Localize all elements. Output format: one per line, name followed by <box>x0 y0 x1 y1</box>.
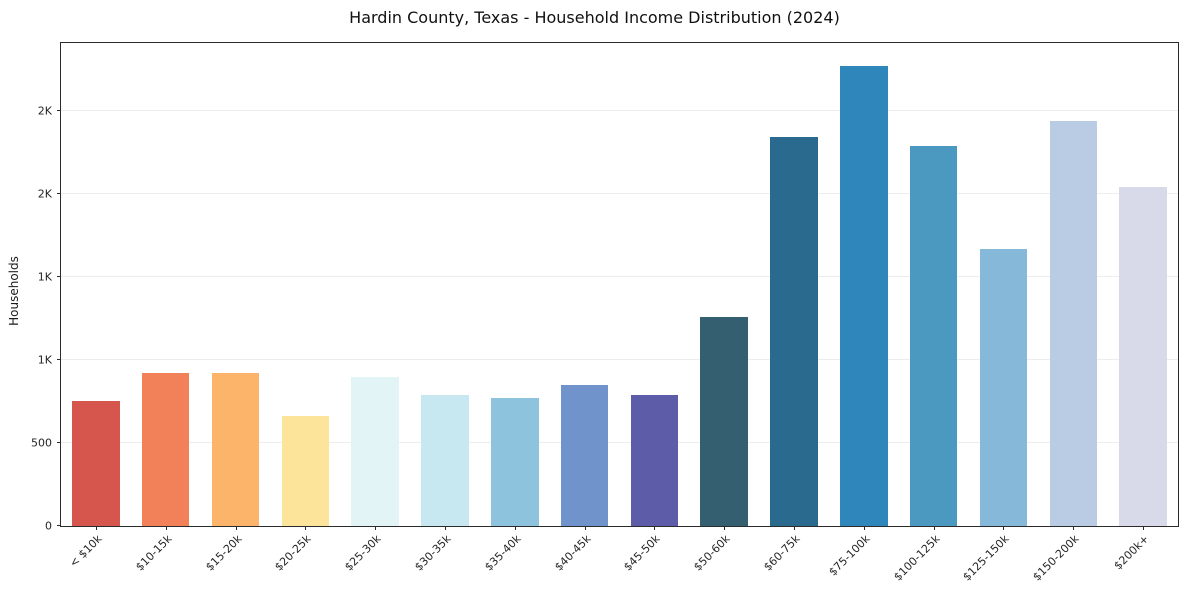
x-tick-label: $125-150k <box>960 532 1012 584</box>
x-tick-mark <box>933 526 935 530</box>
x-tick-label: $45-50k <box>621 532 663 574</box>
x-tick-mark <box>1073 526 1075 530</box>
y-tick-mark <box>57 192 61 194</box>
x-tick-mark <box>654 526 656 530</box>
bar-slot: $10-15k <box>131 43 201 574</box>
bar-slot: $150-200k <box>1031 43 1108 583</box>
x-tick-label: $15-20k <box>202 532 245 574</box>
x-tick-mark <box>794 526 796 530</box>
bar-slot: $15-20k <box>201 43 271 574</box>
bar <box>421 395 469 526</box>
bar <box>840 66 888 526</box>
gridline <box>61 441 1178 443</box>
bar <box>491 398 539 526</box>
bar <box>909 146 958 526</box>
x-tick-mark <box>165 526 167 530</box>
y-tick-mark <box>57 441 61 443</box>
x-tick-label: $200k+ <box>1111 532 1152 573</box>
x-tick-mark <box>724 526 726 530</box>
bar-slot: $100-125k <box>891 43 969 583</box>
chart-title: Hardin County, Texas - Household Income … <box>349 8 840 27</box>
bar <box>770 137 818 526</box>
bar <box>560 385 609 526</box>
bar-slot: $35-40k <box>480 43 550 574</box>
bar-slot: $75-100k <box>826 43 899 578</box>
bar-slot: $60-75k <box>759 43 829 574</box>
x-tick-mark <box>235 526 237 530</box>
bar <box>1119 187 1167 526</box>
bar-slot: < $10k <box>61 43 131 570</box>
bar-slot: $20-25k <box>270 43 340 574</box>
x-tick-label: $35-40k <box>482 532 524 574</box>
x-tick-label: $60-75k <box>761 532 803 574</box>
gridline <box>61 275 1178 277</box>
x-tick-label: $150-200k <box>1030 532 1082 584</box>
bar-slot: $125-150k <box>961 43 1039 583</box>
x-tick-label: $100-125k <box>890 532 943 584</box>
x-tick-label: $30-35k <box>412 532 454 574</box>
y-tick-label: 2K <box>37 187 52 201</box>
x-tick-mark <box>95 526 97 530</box>
bar <box>351 377 399 526</box>
bar-slot: $30-35k <box>410 43 480 574</box>
y-tick-label: 1K <box>37 270 52 284</box>
x-tick-mark <box>863 526 865 530</box>
bar <box>141 373 190 526</box>
gridline <box>61 358 1178 360</box>
x-tick-label: $50-60k <box>691 532 733 574</box>
x-tick-label: $20-25k <box>272 532 314 574</box>
y-tick-mark <box>57 275 61 277</box>
x-tick-mark <box>1143 526 1145 530</box>
x-tick-label: $75-100k <box>826 532 873 579</box>
bar <box>1049 121 1098 526</box>
bar <box>979 249 1028 526</box>
bar-slot: $45-50k <box>620 43 690 574</box>
x-tick-mark <box>1003 526 1005 530</box>
bar <box>281 416 330 526</box>
y-tick-mark <box>57 358 61 360</box>
bar-slot: $50-60k <box>689 43 759 574</box>
bar <box>72 401 120 526</box>
y-tick-label: 500 <box>31 436 52 450</box>
bar-slot: $200k+ <box>1108 43 1178 572</box>
y-tick-label: 1K <box>37 353 52 367</box>
y-axis-label: Households <box>7 256 21 326</box>
x-tick-mark <box>375 526 377 530</box>
bars-container: < $10k $10-15k $15-20k $20-25k $25-30k $30-35… <box>61 43 1178 583</box>
x-tick-mark <box>444 526 446 530</box>
bar <box>700 317 748 526</box>
plot-area: < $10k $10-15k $15-20k $20-25k $25-30k $30-35… <box>31 42 1179 583</box>
bar-slot: $40-45k <box>550 43 620 574</box>
x-tick-mark <box>514 526 516 530</box>
bar <box>630 395 679 526</box>
y-tick-label: 2K <box>37 104 52 118</box>
y-tick-mark <box>57 109 61 111</box>
y-tick-label: 0 <box>45 519 52 533</box>
bar-slot: $25-30k <box>340 43 410 574</box>
bar <box>211 373 260 526</box>
x-tick-mark <box>584 526 586 530</box>
x-tick-label: $40-45k <box>551 532 594 574</box>
x-tick-label: $10-15k <box>132 532 175 574</box>
y-tick-mark <box>57 525 61 526</box>
gridline <box>61 192 1178 194</box>
x-tick-mark <box>305 526 307 530</box>
gridline <box>61 109 1178 111</box>
x-tick-label: < $10k <box>66 532 105 570</box>
x-tick-label: $25-30k <box>342 532 384 574</box>
